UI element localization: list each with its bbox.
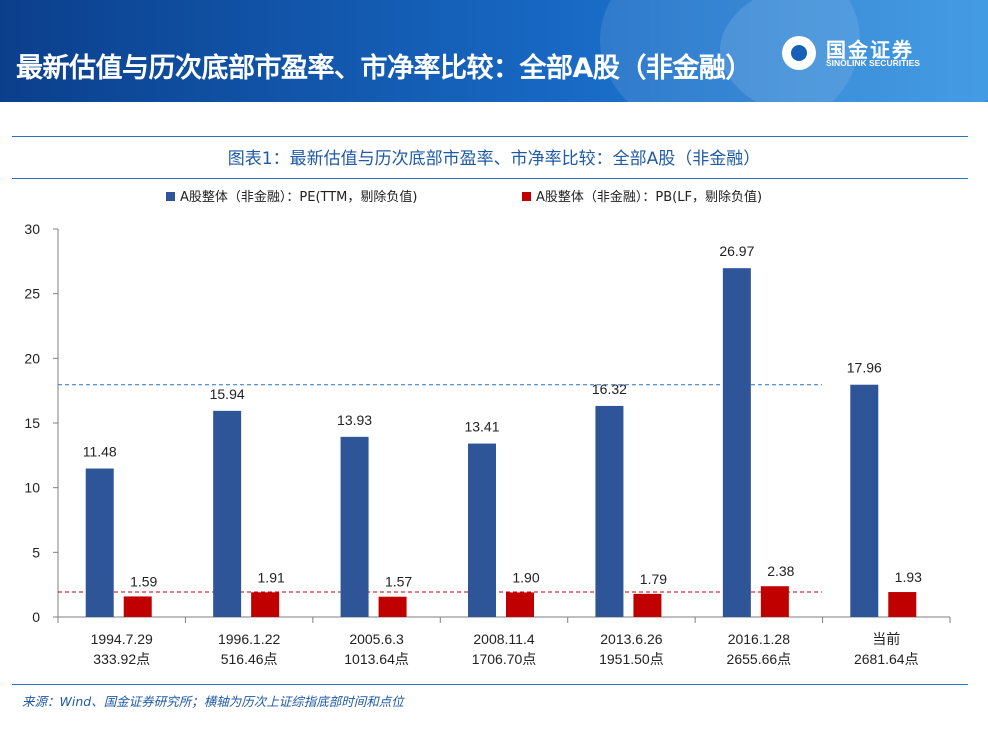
bar-pe — [85, 468, 114, 617]
data-label-pb: 2.38 — [767, 563, 794, 579]
bar-pb — [378, 596, 407, 617]
data-label-pe: 11.48 — [83, 444, 117, 460]
data-label-pb: 1.93 — [895, 569, 922, 585]
data-label-pe: 15.94 — [210, 386, 245, 402]
bar-pb — [251, 592, 280, 617]
bar-pb — [506, 592, 534, 617]
data-label-pe: 16.32 — [592, 381, 627, 397]
bar-pb — [760, 586, 789, 617]
source-note: 来源：Wind、国金证券研究所；横轴为历次上证综指底部时间和点位 — [22, 694, 404, 709]
page-title: 最新估值与历次底部市盈率、市净率比较：全部A股（非金融） — [16, 53, 752, 84]
data-label-pb: 1.59 — [130, 573, 157, 589]
divider — [12, 684, 968, 685]
logo-text-cn: 国金证券 — [826, 38, 914, 62]
bar-pe — [850, 384, 879, 617]
bar-pe — [213, 410, 242, 617]
bar-pe — [595, 405, 624, 617]
sinolink-logo-icon — [782, 36, 816, 70]
y-tick-label: 10 — [24, 480, 40, 496]
legend-swatch-pe — [166, 192, 175, 201]
bar-pe — [468, 443, 496, 617]
x-tick-label: 2013.6.26 — [600, 631, 662, 647]
chart-title: 图表1：最新估值与历次底部市盈率、市净率比较：全部A股（非金融） — [227, 149, 761, 169]
x-tick-label: 1951.50点 — [599, 651, 664, 667]
x-tick-label: 516.46点 — [221, 651, 278, 667]
data-label-pe: 17.96 — [847, 360, 882, 376]
data-label-pb: 1.90 — [512, 569, 539, 585]
bar-pb — [123, 596, 152, 617]
bar-pb — [633, 593, 662, 617]
header-banner: 最新估值与历次底部市盈率、市净率比较：全部A股（非金融） 国金证券 SINOLI… — [0, 0, 988, 102]
data-label-pb: 1.91 — [258, 569, 285, 585]
x-tick-label: 2681.64点 — [854, 651, 919, 667]
y-tick-label: 20 — [24, 350, 40, 366]
data-label-pb: 1.79 — [640, 571, 667, 587]
x-tick-label: 2005.6.3 — [349, 631, 404, 647]
x-tick-label: 2655.66点 — [727, 651, 792, 667]
x-tick-label: 2016.1.28 — [728, 631, 790, 647]
legend-swatch-pb — [522, 192, 531, 201]
banner-decoration — [600, 0, 860, 102]
data-label-pe: 13.93 — [337, 412, 372, 428]
data-label-pe: 26.97 — [719, 243, 754, 259]
y-tick-label: 0 — [32, 609, 40, 625]
y-tick-label: 15 — [24, 415, 40, 431]
legend-item-pe: A股整体（非金融）：PE(TTM，剔除负值) — [166, 186, 417, 205]
legend-label-pe: A股整体（非金融）：PE(TTM，剔除负值) — [180, 190, 418, 205]
x-tick-label: 1996.1.22 — [218, 631, 280, 647]
x-tick-label: 1706.70点 — [472, 651, 537, 667]
bar-pb — [888, 592, 917, 617]
bar-pe — [340, 436, 369, 617]
divider — [12, 178, 968, 179]
x-tick-label: 当前 — [872, 631, 900, 647]
x-tick-label: 2008.11.4 — [473, 631, 534, 647]
legend-label-pb: A股整体（非金融）：PB(LF，剔除负值) — [536, 190, 763, 205]
x-tick-label: 333.92点 — [93, 651, 150, 667]
data-label-pe: 13.41 — [464, 419, 499, 435]
bar-pe — [722, 268, 751, 617]
logo-text-en: SINOLINK SECURITIES — [826, 58, 920, 68]
y-tick-label: 5 — [32, 544, 40, 560]
x-tick-label: 1994.7.29 — [91, 631, 153, 647]
y-tick-label: 30 — [24, 221, 40, 237]
y-tick-label: 25 — [24, 286, 40, 302]
x-tick-label: 1013.64点 — [344, 651, 409, 667]
divider — [12, 136, 968, 137]
bar-chart: 0 5 10 15 20 25 30 11.48 1.59 1994.7.29 333.92点 15.… — [24, 221, 951, 667]
legend-item-pb: A股整体（非金融）：PB(LF，剔除负值) — [522, 186, 762, 205]
data-label-pb: 1.57 — [385, 574, 412, 590]
banner-decoration — [720, 0, 988, 102]
